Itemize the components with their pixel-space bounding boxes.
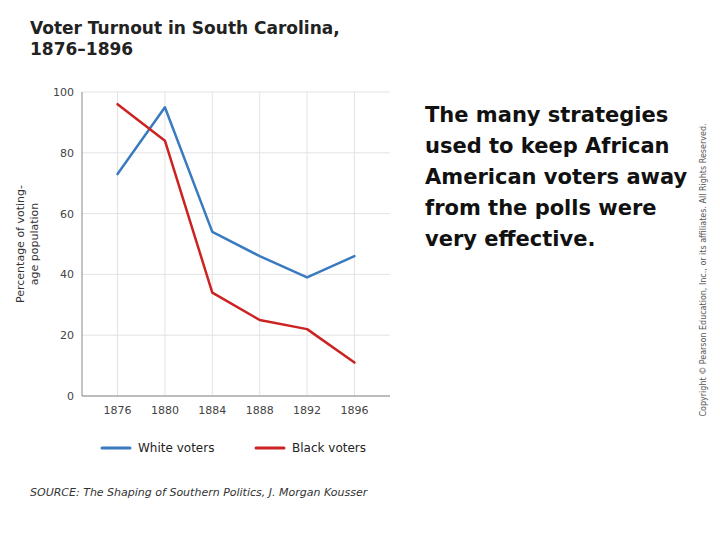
axes: 0 20 40 60 80 100 1876 1880 1884 1888 1892 1896 xyxy=(53,86,390,417)
annotation-main-text: The many strategies used to keep African A… xyxy=(425,103,687,251)
grid-line-y xyxy=(82,396,390,397)
x-tick-label: 1892 xyxy=(293,404,321,417)
grid-line-y xyxy=(82,92,390,93)
text-line: age population xyxy=(28,203,41,286)
y-tick-label: 80 xyxy=(60,147,74,160)
grid-line-y xyxy=(82,152,390,153)
grid-line-x xyxy=(212,92,213,396)
grid-line-x xyxy=(354,92,355,396)
y-tick-label: 60 xyxy=(60,208,74,221)
grid xyxy=(82,92,390,396)
grid-line-x xyxy=(307,92,308,396)
x-axis-line xyxy=(82,396,390,397)
grid-line-y xyxy=(82,335,390,336)
legend-label: White voters xyxy=(138,441,214,455)
y-tick-label: 40 xyxy=(60,268,74,281)
y-tick-label: 100 xyxy=(53,86,74,99)
y-tick-label: 0 xyxy=(67,390,74,403)
y-axis-line xyxy=(82,92,83,396)
text-line: Voter Turnout in South Carolina, xyxy=(30,18,340,38)
series-line xyxy=(118,104,355,362)
x-tick-label: 1876 xyxy=(104,404,132,417)
x-tick-label: 1888 xyxy=(246,404,274,417)
legend-swatch xyxy=(102,447,130,450)
x-tick-label: 1896 xyxy=(340,404,368,417)
chart-title: Voter Turnout in South Carolina,1876–189… xyxy=(30,18,340,59)
legend-swatch xyxy=(256,447,284,450)
annotation-copyright: Copyright © Pearson Education, Inc., or … xyxy=(699,124,708,417)
legend-label: Black voters xyxy=(292,441,366,455)
y-axis-label: Percentage of voting-age population xyxy=(14,185,41,303)
text-line: used to keep African xyxy=(425,134,670,158)
text-line: 1876–1896 xyxy=(30,39,133,59)
grid-line-x xyxy=(259,92,260,396)
data-group xyxy=(118,104,355,362)
text-line: Percentage of voting- xyxy=(14,185,27,303)
x-tick-label: 1884 xyxy=(198,404,226,417)
text-line: from the polls were xyxy=(425,196,657,220)
annotation-source: SOURCE: The Shaping of Southern Politics… xyxy=(30,486,369,499)
grid-line-x xyxy=(164,92,165,396)
chart-root: Voter Turnout in South Carolina,1876–189… xyxy=(0,0,720,540)
legend: White voters Black voters xyxy=(102,441,366,455)
text-line: The many strategies xyxy=(425,103,668,127)
grid-line-x xyxy=(117,92,118,396)
grid-line-y xyxy=(82,274,390,275)
grid-line-y xyxy=(82,213,390,214)
text-line: American voters away xyxy=(425,165,687,189)
text-line: very effective. xyxy=(425,227,595,251)
y-tick-label: 20 xyxy=(60,329,74,342)
x-tick-label: 1880 xyxy=(151,404,179,417)
